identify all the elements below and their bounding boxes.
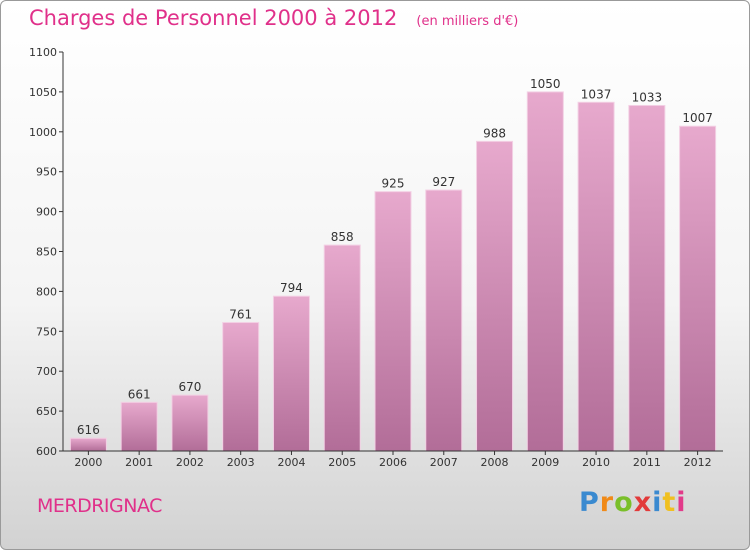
y-tick-label-700: 700 [36, 365, 57, 378]
logo-letter: r [599, 487, 615, 518]
logo-letter: P [579, 487, 600, 518]
bar-2008 [476, 140, 514, 452]
proxiti-logo: Proxiti [579, 487, 687, 518]
logo-letter: o [614, 487, 634, 518]
bar-2007 [425, 189, 463, 452]
value-label-2004: 794 [280, 281, 303, 295]
x-tick-label-2012: 2012 [684, 456, 712, 469]
bar-2009 [526, 91, 564, 452]
x-tick-label-2008: 2008 [481, 456, 509, 469]
value-label-2002: 670 [178, 380, 201, 394]
value-labels-layer: 616 661 670 761 794 858 925 927 988 1050 1037 1033 1… [77, 77, 713, 437]
chart-title: Charges de Personnel 2000 à 2012 [29, 6, 398, 30]
bars-layer [69, 91, 717, 452]
bar-2001 [120, 401, 158, 452]
y-tick-label-650: 650 [36, 405, 57, 418]
x-tick-label-2011: 2011 [633, 456, 661, 469]
y-tick-label-850: 850 [36, 246, 57, 259]
value-label-2011: 1033 [632, 90, 663, 104]
bar-2005 [323, 244, 361, 452]
value-label-2000: 616 [77, 423, 100, 437]
x-tick-label-2005: 2005 [328, 456, 356, 469]
value-label-2008: 988 [483, 126, 506, 140]
chart-subtitle: (en milliers d'€) [416, 14, 519, 29]
x-tick-label-2010: 2010 [582, 456, 610, 469]
logo-letter: i [676, 487, 687, 518]
value-label-2009: 1050 [530, 77, 561, 91]
value-label-2012: 1007 [682, 111, 713, 125]
title-row: Charges de Personnel 2000 à 2012 (en mil… [29, 6, 518, 30]
y-tick-label-1050: 1050 [29, 86, 57, 99]
x-tick-label-2000: 2000 [74, 456, 102, 469]
y-tick-label-1100: 1100 [29, 46, 57, 59]
bar-2004 [272, 295, 310, 452]
x-tick-label-2004: 2004 [277, 456, 305, 469]
bar-2012 [679, 125, 717, 452]
logo-letter: x [633, 487, 653, 518]
commune-name: MERDRIGNAC [37, 495, 162, 517]
y-tick-label-800: 800 [36, 285, 57, 298]
logo-letter: t [662, 487, 677, 518]
value-label-2010: 1037 [581, 87, 612, 101]
bar-2006 [374, 191, 412, 452]
x-tick-label-2003: 2003 [227, 456, 255, 469]
value-label-2006: 925 [382, 177, 405, 191]
value-label-2007: 927 [432, 175, 455, 189]
bar-2011 [628, 104, 666, 452]
x-tick-label-2007: 2007 [430, 456, 458, 469]
x-tick-label-2001: 2001 [125, 456, 153, 469]
x-tick-label-2002: 2002 [176, 456, 204, 469]
y-tick-label-950: 950 [36, 166, 57, 179]
y-tick-label-600: 600 [36, 445, 57, 458]
value-label-2003: 761 [229, 308, 252, 322]
y-tick-label-1000: 1000 [29, 126, 57, 139]
value-label-2001: 661 [128, 387, 151, 401]
bar-2002 [171, 394, 209, 452]
bar-2003 [222, 322, 260, 452]
logo-letter: i [652, 487, 663, 518]
y-tick-label-750: 750 [36, 325, 57, 338]
axes-layer: 2000 2001 2002 2003 2004 2005 2006 2007 2008 2009… [29, 46, 723, 469]
bar-2000 [69, 437, 107, 452]
value-label-2005: 858 [331, 230, 354, 244]
bar-2010 [577, 101, 615, 452]
x-tick-label-2006: 2006 [379, 456, 407, 469]
y-tick-label-900: 900 [36, 206, 57, 219]
x-tick-label-2009: 2009 [531, 456, 559, 469]
